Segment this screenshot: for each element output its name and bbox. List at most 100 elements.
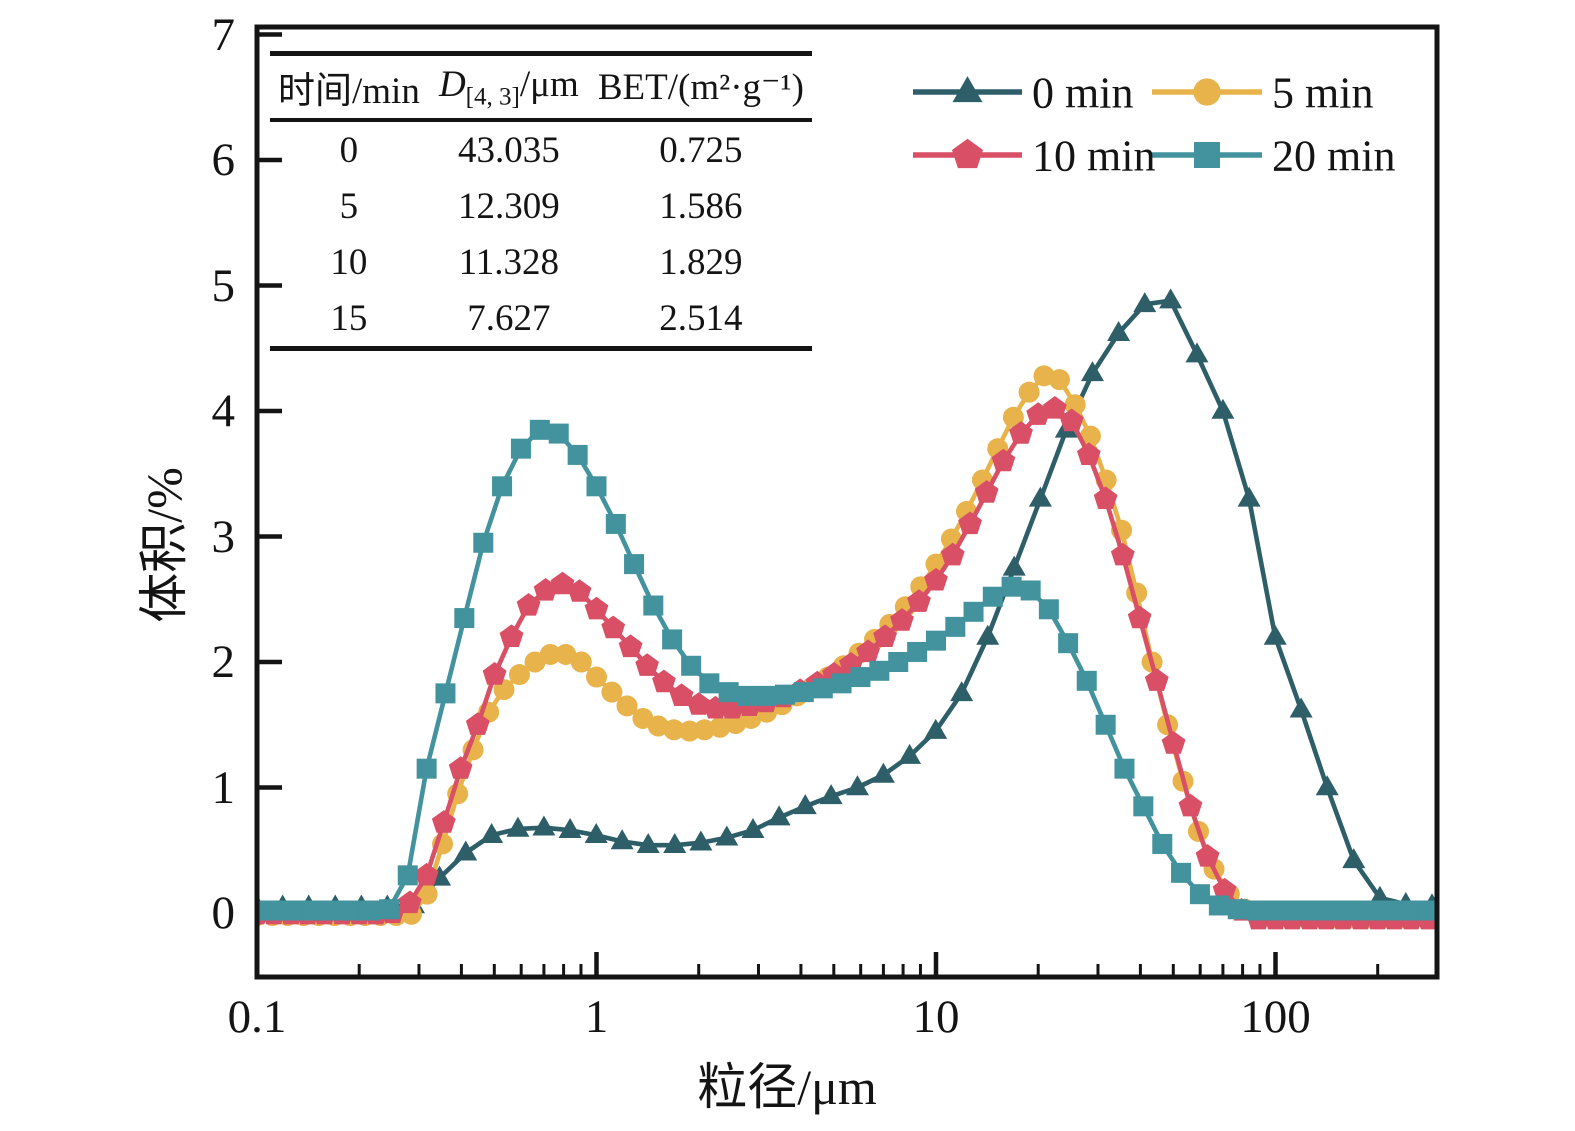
data-point-marker [529, 419, 550, 440]
y-tick-label: 2 [211, 636, 236, 688]
data-point-marker [976, 624, 1000, 645]
data-point-marker [1043, 396, 1067, 419]
data-point-marker [570, 651, 592, 673]
data-point-marker [1114, 758, 1135, 779]
data-point-marker [767, 805, 791, 826]
x-tick-label: 100 [1240, 991, 1311, 1043]
data-point-marker [1159, 288, 1183, 309]
data-point-marker [1303, 900, 1324, 921]
data-point-marker [1360, 900, 1381, 921]
data-point-marker [1185, 342, 1209, 363]
data-point-marker [492, 476, 513, 497]
legend-marker-square [1194, 142, 1220, 168]
legend-label-5min: 5 min [1272, 68, 1374, 118]
legend-label-20min: 20 min [1272, 131, 1396, 181]
data-point-marker [516, 593, 541, 616]
data-point-marker [636, 833, 660, 854]
y-tick-label: 1 [211, 761, 236, 814]
series-line [257, 298, 1433, 909]
x-tick-label: 0.1 [227, 991, 287, 1043]
data-point-marker [1028, 486, 1052, 507]
data-point-marker [715, 825, 739, 846]
data-point-marker [718, 682, 739, 703]
data-point-marker [473, 532, 494, 553]
data-point-marker [616, 695, 638, 717]
data-point-marker [533, 578, 558, 601]
cell-d43: 11.328 [458, 241, 560, 283]
data-point-marker [924, 718, 948, 739]
data-point-marker [793, 682, 814, 703]
data-point-marker [435, 683, 456, 704]
data-point-marker [1076, 670, 1097, 691]
x-axis-label: 粒径/μm [697, 1059, 877, 1115]
data-point-marker [869, 660, 890, 681]
data-point-marker [257, 900, 267, 921]
data-point-marker [958, 511, 982, 535]
y-tick-label: 6 [211, 134, 236, 186]
inset-table-header-time: 时间/min [278, 71, 420, 112]
data-point-marker [686, 692, 711, 715]
data-point-marker [605, 513, 626, 534]
data-point-marker [635, 653, 659, 676]
data-point-marker [982, 586, 1003, 607]
data-point-marker [1020, 580, 1041, 601]
data-point-marker [539, 643, 561, 665]
cell-bet: 0.725 [659, 129, 743, 171]
y-tick-label: 5 [211, 259, 236, 312]
series-0min [257, 288, 1437, 915]
data-point-marker [898, 743, 922, 764]
data-point-marker [662, 629, 683, 650]
data-point-marker [991, 448, 1016, 472]
data-point-marker [1322, 900, 1343, 921]
data-point-marker [303, 900, 324, 921]
data-point-marker [1002, 555, 1026, 576]
table-row: 10 11.328 1.829 [270, 234, 812, 290]
data-point-marker [1038, 599, 1059, 620]
data-point-marker [774, 684, 795, 705]
data-point-marker [1059, 408, 1084, 432]
data-point-marker [341, 900, 362, 921]
data-point-marker [950, 681, 974, 702]
data-point-marker [1095, 714, 1116, 735]
legend-marker-circle [1193, 78, 1221, 106]
data-point-marker [1001, 576, 1022, 597]
cell-time: 15 [330, 297, 368, 339]
data-point-marker [548, 423, 569, 444]
data-point-marker [510, 438, 531, 459]
data-point-marker [1127, 605, 1152, 629]
legend-label-10min: 10 min [1032, 131, 1156, 181]
inset-table-header-d43: D[4, 3]/μm [428, 54, 590, 121]
data-point-marker [681, 655, 702, 676]
cell-time: 0 [339, 129, 359, 171]
data-point-marker [532, 815, 556, 836]
inset-table-header-bet: BET/(m²·g⁻¹) [597, 67, 804, 108]
data-point-marker [1133, 292, 1157, 313]
legend [913, 76, 1262, 169]
table-row: 15 7.627 2.514 [270, 290, 812, 349]
data-point-marker [873, 624, 897, 647]
data-point-marker [567, 444, 588, 465]
data-point-marker [1152, 833, 1173, 854]
inset-table: 时间/min D[4, 3]/μm BET/(m²·g⁻¹) 0 43.035 … [270, 51, 812, 351]
data-point-marker [819, 784, 843, 805]
d43-unit: /μm [519, 63, 579, 105]
data-point-marker [1178, 793, 1203, 817]
y-tick-label: 0 [211, 887, 236, 939]
series-line [257, 373, 1430, 921]
y-tick-label: 4 [211, 385, 236, 437]
data-point-marker [480, 822, 504, 843]
data-point-marker [1416, 900, 1437, 921]
data-point-marker [1265, 900, 1286, 921]
data-point-marker [1093, 486, 1118, 509]
cell-time: 10 [330, 241, 368, 283]
data-point-marker [1077, 442, 1101, 465]
data-point-marker [266, 900, 287, 921]
data-point-marker [454, 608, 475, 629]
cell-d43: 12.309 [457, 185, 560, 227]
y-tick-label: 7 [211, 8, 236, 61]
data-point-marker [618, 634, 643, 658]
cell-bet: 1.586 [659, 185, 743, 227]
cell-bet: 1.829 [659, 241, 743, 283]
data-point-marker [431, 810, 456, 833]
data-point-marker [1079, 425, 1101, 447]
